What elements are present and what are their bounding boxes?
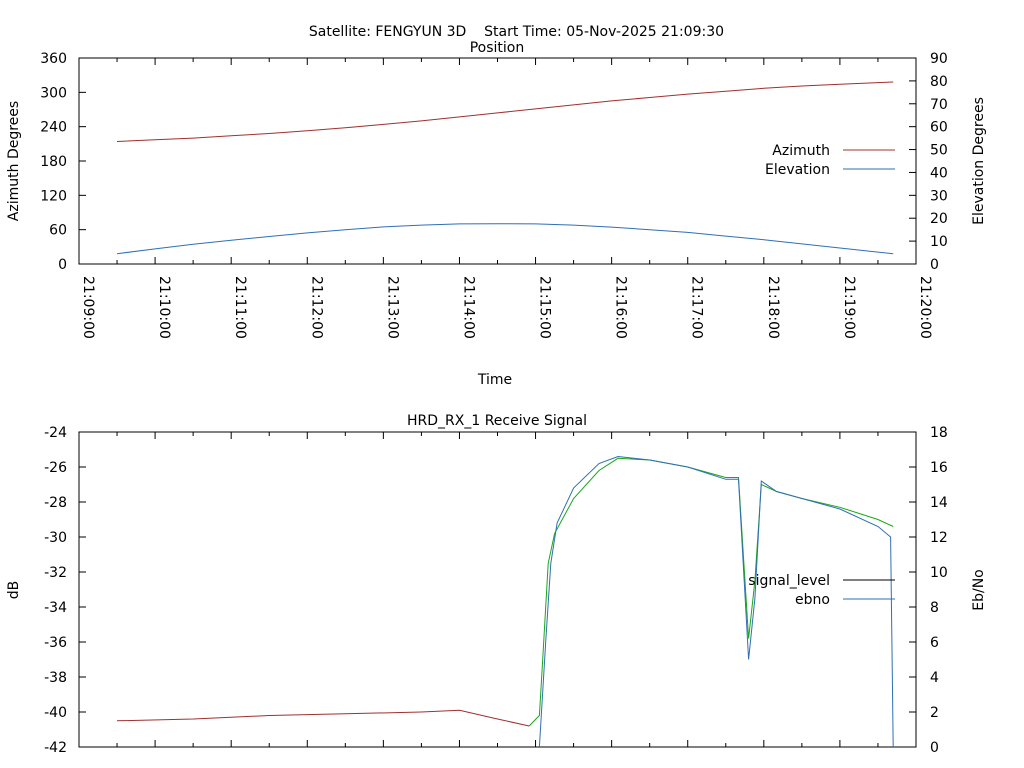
- y-tick-label: -30: [44, 530, 67, 546]
- legend-label: Azimuth: [772, 143, 830, 159]
- y2-tick-label: 90: [930, 51, 948, 67]
- x-tick-label: 21:15:00: [537, 276, 553, 339]
- signal-chart: HRD_RX_1 Receive Signal -42-40-38-36-34-…: [6, 413, 987, 756]
- Elevation-line: [116, 223, 894, 255]
- y-tick-label: -40: [44, 705, 67, 721]
- satellite-label: Satellite: FENGYUN 3D: [308, 24, 467, 40]
- legend-label: Elevation: [765, 162, 830, 178]
- start-time-label: Start Time: 05-Nov-2025 21:09:30: [484, 24, 725, 40]
- y-tick-label: 0: [58, 257, 67, 273]
- y2-tick-label: 40: [930, 165, 948, 181]
- y2-tick-label: 12: [930, 530, 948, 546]
- y2-tick-label: 4: [930, 670, 939, 686]
- y-tick-label: -36: [44, 635, 67, 651]
- signal-level-line-precarrier: [116, 709, 530, 727]
- position-y2-axis-label: Elevation Degrees: [971, 97, 987, 225]
- x-tick-label: 21:18:00: [765, 276, 781, 339]
- y-tick-label: -26: [44, 460, 67, 476]
- y-tick-label: -32: [44, 565, 67, 581]
- y2-tick-label: 6: [930, 635, 939, 651]
- y-tick-label: 240: [40, 120, 67, 136]
- y2-tick-label: 18: [930, 425, 948, 441]
- y2-tick-label: 14: [930, 495, 948, 511]
- x-tick-label: 21:17:00: [689, 276, 705, 339]
- x-tick-label: 21:16:00: [613, 276, 629, 339]
- x-tick-label: 21:14:00: [460, 276, 476, 339]
- y2-tick-label: 0: [930, 740, 939, 756]
- ebno-line: [538, 455, 894, 748]
- signal-axes: -42 -40 -38 -36 -34 -32 -30 -28 -26 -24 0 2 4 6 8 10 12 1…: [44, 425, 948, 756]
- y-tick-label: 360: [40, 51, 67, 67]
- y-tick-label: -34: [44, 600, 67, 616]
- page-title: Satellite: FENGYUN 3D Start Time: 05-Nov…: [0, 8, 1024, 40]
- position-y-axis-label: Azimuth Degrees: [6, 101, 22, 221]
- y-tick-label: -24: [44, 425, 67, 441]
- y2-tick-label: 10: [930, 565, 948, 581]
- y-tick-label: 300: [40, 85, 67, 101]
- y-tick-label: 60: [49, 223, 67, 239]
- signal-chart-title: HRD_RX_1 Receive Signal: [407, 413, 587, 429]
- signal-y2-axis-label: Eb/No: [971, 569, 987, 611]
- x-tick-label: 21:09:00: [80, 276, 96, 339]
- y2-tick-label: 10: [930, 234, 948, 250]
- legend-label: signal_level: [748, 573, 830, 589]
- y2-tick-label: 50: [930, 143, 948, 159]
- y2-tick-label: 30: [930, 188, 948, 204]
- position-x-axis-label: Time: [477, 372, 512, 388]
- y2-tick-label: 80: [930, 74, 948, 90]
- y2-tick-label: 20: [930, 211, 948, 227]
- y2-tick-label: 8: [930, 600, 939, 616]
- y-tick-label: -42: [44, 740, 67, 756]
- position-chart: Position 0 60 120 180 240 300 360 0 10 20 30 40 50 60…: [6, 40, 987, 388]
- x-tick-label: 21:12:00: [308, 276, 324, 339]
- position-plot-frame: [78, 57, 917, 265]
- signal-y-axis-label: dB: [6, 581, 22, 600]
- y-tick-label: -28: [44, 495, 67, 511]
- y2-tick-label: 0: [930, 257, 939, 273]
- x-tick-label: 21:13:00: [384, 276, 400, 339]
- y2-tick-label: 16: [930, 460, 948, 476]
- signal-plot-frame: [78, 431, 917, 748]
- legend-label: ebno: [795, 592, 830, 608]
- x-tick-label: 21:20:00: [917, 276, 933, 339]
- y2-tick-label: 60: [930, 120, 948, 136]
- signal-series: [116, 455, 894, 748]
- position-series: [116, 81, 894, 255]
- x-tick-label: 21:19:00: [841, 276, 857, 339]
- y2-tick-label: 70: [930, 97, 948, 113]
- y-tick-label: 120: [40, 188, 67, 204]
- x-tick-label: 21:11:00: [232, 276, 248, 339]
- x-tick-label: 21:10:00: [156, 276, 172, 339]
- Azimuth-line: [116, 81, 894, 142]
- position-legend: Azimuth Elevation: [765, 143, 895, 178]
- y-tick-label: -38: [44, 670, 67, 686]
- y-tick-label: 180: [40, 154, 67, 170]
- y2-tick-label: 2: [930, 705, 939, 721]
- position-chart-title: Position: [470, 40, 525, 56]
- signal-level-line: [528, 457, 894, 727]
- position-axes: 0 60 120 180 240 300 360 0 10 20 30 40 50 60 70 80 90 21:…: [40, 51, 948, 339]
